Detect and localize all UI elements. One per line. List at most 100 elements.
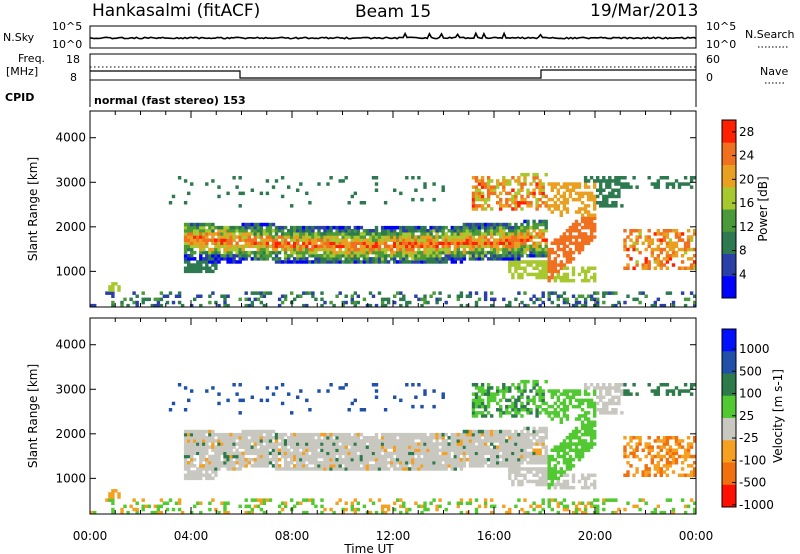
- velocity-cell: [577, 401, 582, 406]
- velocity-cell: [399, 439, 403, 443]
- power-cell: [529, 297, 533, 302]
- velocity-cell: [180, 510, 185, 515]
- velocity-cell: [399, 504, 403, 509]
- power-cell: [190, 235, 194, 239]
- velocity-cell: [265, 445, 270, 449]
- power-cell: [656, 260, 660, 264]
- velocity-cell: [559, 454, 563, 459]
- velocity-cell: [483, 392, 488, 396]
- velocity-cell: [308, 498, 312, 502]
- power-cell: [514, 260, 518, 264]
- velocity-cell: [411, 442, 415, 446]
- power-cell: [453, 254, 457, 258]
- velocity-cell: [414, 395, 418, 399]
- velocity-cell: [114, 489, 118, 493]
- velocity-cell: [490, 386, 494, 390]
- power-cell: [550, 188, 554, 192]
- velocity-cell: [580, 420, 585, 424]
- velocity-cell: [568, 395, 573, 399]
- power-cell: [241, 250, 245, 255]
- power-cell: [187, 266, 191, 270]
- velocity-cell: [465, 510, 470, 515]
- power-cell: [635, 185, 639, 189]
- velocity-cell: [329, 445, 333, 449]
- velocity-cell: [586, 476, 591, 481]
- power-cell: [477, 225, 482, 230]
- power-cell: [514, 222, 518, 227]
- velocity-cell: [235, 461, 239, 465]
- power-cell: [244, 244, 248, 249]
- power-cell: [574, 303, 579, 308]
- power-cell: [493, 254, 497, 258]
- power-cell: [320, 260, 324, 264]
- velocity-cell: [526, 436, 530, 440]
- velocity-cell: [502, 439, 506, 443]
- velocity-cell: [490, 442, 494, 446]
- velocity-cell: [396, 461, 400, 465]
- velocity-cell: [523, 467, 527, 471]
- velocity-cell: [362, 467, 367, 471]
- velocity-cell: [283, 432, 288, 437]
- power-cell: [559, 241, 563, 245]
- power-cell: [574, 235, 579, 239]
- power-cell: [226, 260, 230, 264]
- velocity-cell: [444, 507, 448, 512]
- power-cell: [532, 241, 536, 245]
- velocity-cell: [226, 436, 230, 440]
- velocity-cell: [502, 411, 506, 415]
- power-cell: [338, 232, 342, 236]
- power-cell: [371, 176, 376, 180]
- power-cell: [629, 238, 633, 242]
- power-cell: [465, 235, 470, 239]
- power-colorbar-tick-label: 28: [739, 125, 754, 139]
- power-cell: [447, 257, 451, 261]
- power-cell: [647, 241, 651, 245]
- power-cell: [656, 263, 660, 267]
- power-cell: [423, 257, 427, 261]
- power-cell: [420, 244, 424, 249]
- power-cell: [432, 225, 436, 230]
- velocity-cell: [535, 404, 539, 409]
- velocity-cell: [377, 454, 382, 459]
- velocity-cell: [235, 436, 239, 440]
- power-cell: [235, 235, 239, 239]
- power-cell: [350, 232, 354, 236]
- velocity-cell: [420, 504, 424, 509]
- velocity-cell: [629, 436, 633, 440]
- power-cell: [268, 244, 273, 249]
- power-cell: [241, 222, 245, 227]
- power-cell: [674, 235, 679, 239]
- power-cell: [535, 260, 539, 264]
- velocity-cell: [683, 510, 688, 515]
- power-cell: [517, 272, 521, 277]
- power-cell: [608, 204, 612, 208]
- power-cell: [526, 225, 530, 230]
- velocity-cell: [396, 457, 400, 462]
- power-cell: [486, 241, 491, 245]
- power-cell: [368, 235, 373, 239]
- power-cell: [305, 191, 309, 196]
- power-cell: [480, 257, 485, 261]
- power-cell: [689, 176, 694, 180]
- power-cell: [571, 278, 576, 283]
- velocity-cell: [411, 467, 415, 471]
- velocity-cell: [505, 510, 509, 515]
- velocity-cell: [390, 454, 394, 459]
- velocity-cell: [199, 467, 203, 471]
- velocity-cell: [477, 464, 482, 468]
- power-cell: [165, 294, 170, 298]
- power-cell: [514, 225, 518, 230]
- velocity-cell: [568, 467, 573, 471]
- velocity-cell: [396, 432, 400, 437]
- velocity-cell: [259, 454, 264, 459]
- velocity-cell: [529, 408, 533, 412]
- velocity-cell: [614, 389, 618, 393]
- power-cell: [456, 250, 460, 255]
- velocity-cell: [235, 451, 239, 456]
- velocity-cell: [211, 461, 215, 465]
- power-cell: [444, 244, 448, 249]
- velocity-cell: [335, 442, 339, 446]
- velocity-cell: [480, 451, 485, 456]
- velocity-cell: [589, 501, 594, 505]
